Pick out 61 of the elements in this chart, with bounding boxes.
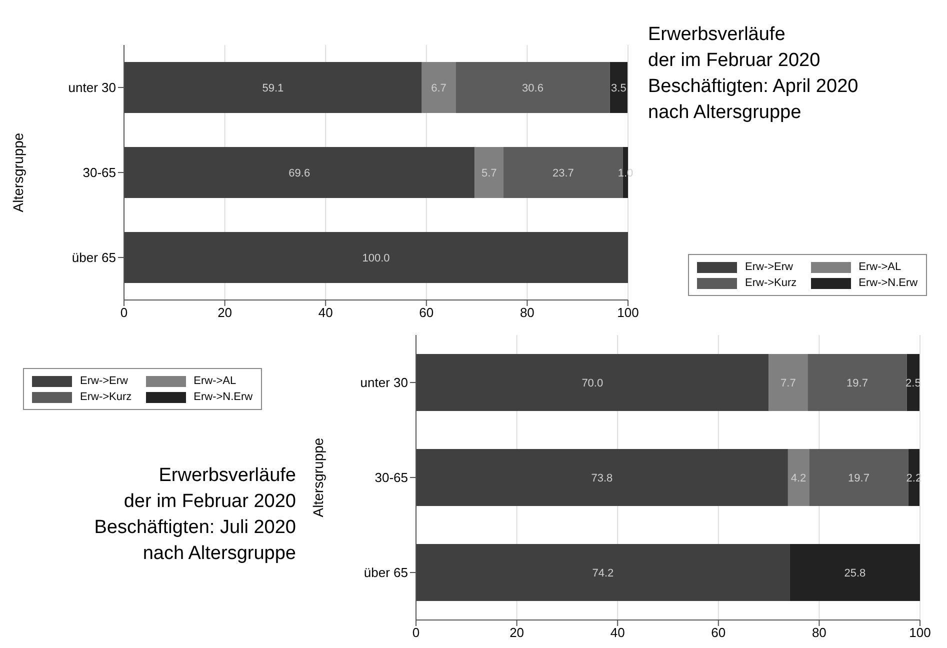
data-label: 19.7 — [846, 377, 868, 390]
y-tick-label: 30-65 — [82, 165, 116, 180]
x-tick-label: 60 — [419, 305, 434, 320]
legend-label: Erw->N.Erw — [858, 277, 918, 289]
data-label: 30.6 — [522, 82, 544, 94]
y-tick-label: unter 30 — [68, 80, 116, 96]
bar — [416, 354, 769, 411]
bar — [416, 544, 790, 601]
bar — [456, 62, 610, 113]
bar — [768, 354, 808, 411]
bar — [809, 449, 908, 506]
data-label: 25.8 — [844, 567, 866, 580]
data-label: 7.7 — [780, 377, 796, 390]
data-label: 70.0 — [582, 377, 604, 390]
x-tick-label: 40 — [318, 305, 333, 320]
data-label: 23.7 — [552, 167, 574, 180]
bar — [808, 354, 907, 411]
x-tick-label: 20 — [218, 305, 232, 320]
y-axis-title: Altersgruppe — [310, 438, 326, 518]
bar — [422, 62, 456, 113]
x-tick-label: 0 — [412, 625, 420, 640]
x-tick-label: 60 — [711, 625, 726, 640]
bar — [124, 147, 475, 198]
x-tick-label: 40 — [610, 625, 625, 640]
data-label: 59.1 — [262, 82, 284, 94]
x-tick-label: 0 — [120, 305, 128, 320]
data-label: 3.5 — [611, 82, 626, 94]
data-label: 100.0 — [362, 252, 390, 264]
legend-label: Erw->AL — [194, 375, 236, 387]
data-label: 5.7 — [482, 167, 497, 180]
x-tick-label: 20 — [510, 625, 524, 640]
legend-label: Erw->N.Erw — [194, 391, 253, 403]
bar — [790, 544, 920, 601]
y-tick-label: unter 30 — [360, 375, 408, 390]
legend-label: Erw->Kurz — [80, 391, 132, 403]
y-tick-label: 30-65 — [374, 470, 408, 486]
bar — [124, 62, 422, 113]
bar — [474, 147, 504, 198]
data-label: 69.6 — [288, 167, 310, 180]
data-label: 4.2 — [790, 472, 806, 484]
x-tick-label: 80 — [812, 625, 826, 640]
y-axis-title: Altersgruppe — [10, 132, 26, 212]
bar — [124, 232, 628, 283]
legend-label: Erw->Erw — [745, 261, 793, 273]
text: Erwerbsverläufe der im Februar 2020 Beschäftigten: Juli 2020 nach Altersgruppe — [93, 464, 296, 566]
y-tick-label: über 65 — [364, 565, 408, 580]
data-label: 19.7 — [848, 472, 870, 484]
bar — [416, 449, 788, 506]
legend-label: Erw->AL — [858, 261, 902, 273]
data-label: 6.7 — [431, 82, 446, 94]
data-label: 74.2 — [592, 567, 614, 580]
text: Erwerbsverläufe der im Februar 2020 Beschäftigten: April 2020 nach Altersgruppe — [648, 23, 858, 125]
legend-label: Erw->Kurz — [745, 277, 797, 289]
y-tick-label: über 65 — [72, 250, 116, 266]
x-tick-label: 80 — [520, 305, 534, 320]
bar — [610, 62, 628, 113]
x-tick-label: 100 — [909, 625, 931, 640]
x-tick-label: 100 — [617, 305, 639, 320]
legend-label: Erw->Erw — [80, 375, 128, 387]
data-label: 73.8 — [591, 472, 613, 484]
bar — [788, 449, 810, 506]
